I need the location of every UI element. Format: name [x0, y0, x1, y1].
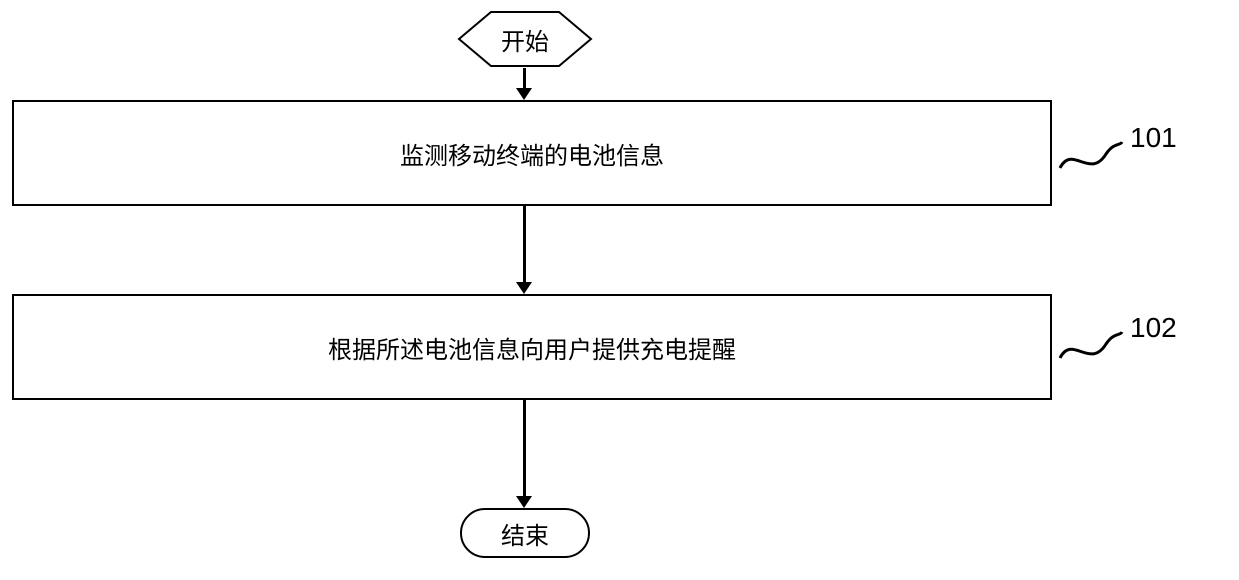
edge-step2-end [523, 400, 526, 496]
ref-101-number: 101 [1130, 122, 1177, 154]
edge-step1-step2 [523, 206, 526, 282]
ref-102-connector [1058, 330, 1124, 364]
step1-node: 监测移动终端的电池信息 [12, 100, 1052, 206]
edge-step1-step2-head [516, 282, 532, 294]
edge-start-step1 [523, 68, 526, 90]
end-node: 结束 [460, 508, 590, 558]
step2-label: 根据所述电池信息向用户提供充电提醒 [328, 330, 736, 365]
edge-step2-end-head [516, 496, 532, 508]
step1-label: 监测移动终端的电池信息 [400, 136, 664, 171]
start-node: 开始 [457, 10, 593, 68]
edge-start-step1-head [516, 88, 532, 100]
step2-node: 根据所述电池信息向用户提供充电提醒 [12, 294, 1052, 400]
end-label: 结束 [501, 516, 549, 551]
ref-102-number: 102 [1130, 312, 1177, 344]
ref-101-connector [1058, 140, 1124, 174]
start-label: 开始 [501, 22, 549, 57]
flowchart-canvas: 开始 监测移动终端的电池信息 101 根据所述电池信息向用户提供充电提醒 102… [0, 0, 1239, 580]
